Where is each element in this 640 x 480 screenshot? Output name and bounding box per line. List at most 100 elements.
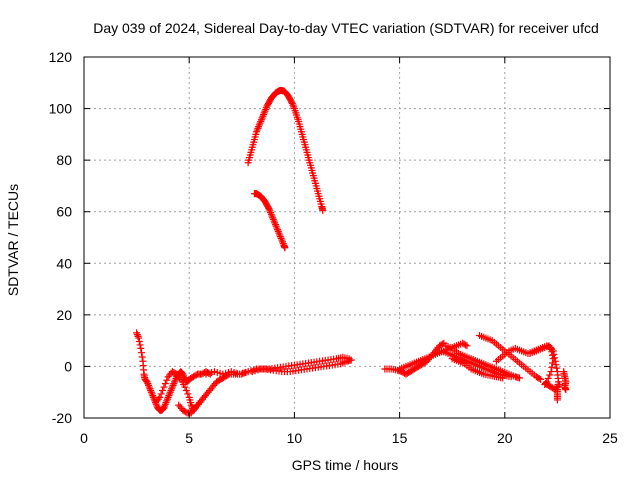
data-point [258, 114, 266, 122]
data-point [277, 234, 285, 242]
data-point [562, 386, 570, 394]
data-point [499, 374, 507, 382]
tick-layer [83, 56, 611, 419]
data-point [148, 390, 156, 398]
data-point [159, 386, 167, 394]
data-point [143, 378, 151, 386]
data-point [200, 393, 208, 401]
data-point [319, 206, 327, 214]
series-arc-12 [448, 355, 507, 382]
y-tick-label: 120 [49, 49, 73, 65]
data-point [138, 353, 146, 361]
data-point [170, 378, 178, 386]
data-point [152, 400, 160, 408]
data-point [134, 332, 142, 340]
series-arc-9 [396, 339, 471, 373]
data-point [144, 380, 152, 388]
data-point [133, 329, 141, 337]
series-arc-3 [175, 393, 208, 417]
data-point [137, 344, 145, 352]
data-point [271, 221, 279, 229]
data-point [551, 357, 559, 365]
data-point [548, 363, 556, 371]
data-point [289, 101, 297, 109]
data-point [462, 341, 470, 349]
data-point [271, 219, 279, 227]
x-tick-label: 5 [185, 430, 193, 446]
data-point [135, 334, 143, 342]
data-point [260, 109, 268, 117]
data-point [260, 111, 268, 119]
data-point [550, 350, 558, 358]
data-point [162, 399, 170, 407]
data-point [259, 112, 267, 120]
data-point [187, 401, 195, 409]
data-point [166, 390, 174, 398]
chart-title: Day 039 of 2024, Sidereal Day-to-day VTE… [93, 20, 599, 36]
series-arc-8 [381, 339, 448, 378]
data-point [171, 376, 179, 384]
data-point [163, 376, 171, 384]
data-point [182, 386, 190, 394]
series-arc-11 [442, 342, 524, 382]
data-point [552, 361, 560, 369]
data-points [133, 87, 570, 417]
data-point [133, 331, 141, 339]
data-point [169, 381, 177, 389]
data-point [281, 244, 289, 252]
data-point [288, 98, 296, 106]
data-point [253, 126, 261, 134]
data-point [548, 345, 556, 353]
y-axis-label: SDTVAR / TECUs [5, 184, 21, 296]
data-point [267, 209, 275, 217]
data-point [262, 104, 270, 112]
x-tick-labels: 0 5 10 15 20 25 [80, 430, 618, 446]
data-point [149, 392, 157, 400]
x-tick-label: 20 [497, 430, 513, 446]
data-point [255, 123, 263, 131]
data-point [269, 214, 277, 222]
y-tick-label: 0 [64, 358, 72, 374]
data-point [163, 397, 171, 405]
data-point [288, 99, 296, 107]
data-point [290, 103, 298, 111]
y-tick-labels: -20 0 20 40 60 80 100 120 [49, 49, 73, 426]
data-point [278, 236, 286, 244]
data-point [276, 233, 284, 241]
y-tick-label: 100 [49, 101, 73, 117]
data-point [145, 381, 153, 389]
y-tick-label: -20 [52, 410, 72, 426]
data-point [275, 229, 283, 237]
data-point [547, 368, 555, 376]
data-point [264, 204, 272, 212]
data-point [345, 355, 353, 363]
y-tick-label: 40 [56, 255, 72, 271]
data-point [556, 380, 564, 388]
x-axis-label: GPS time / hours [292, 457, 399, 473]
data-point [170, 380, 178, 388]
data-point [138, 349, 146, 357]
data-point [136, 341, 144, 349]
series-arc-6 [244, 87, 327, 214]
data-point [274, 226, 282, 234]
y-tick-label: 20 [56, 307, 72, 323]
data-point [273, 224, 281, 232]
data-point [157, 390, 165, 398]
data-point [544, 374, 552, 382]
data-point [168, 385, 176, 393]
data-point [463, 342, 471, 350]
data-point [145, 383, 153, 391]
data-point [163, 395, 171, 403]
series-arc-5 [248, 353, 353, 376]
data-point [147, 388, 155, 396]
data-point [268, 212, 276, 220]
data-point [257, 117, 265, 125]
series-arc-13 [476, 331, 545, 383]
data-point [168, 383, 176, 391]
data-point [179, 370, 187, 378]
data-point [276, 231, 284, 239]
x-tick-label: 10 [287, 430, 303, 446]
data-point [272, 222, 280, 230]
data-point [161, 400, 169, 408]
